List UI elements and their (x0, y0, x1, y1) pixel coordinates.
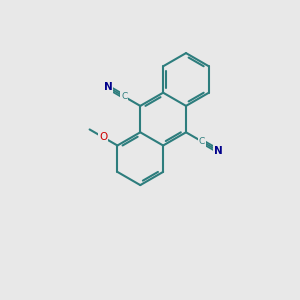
Text: O: O (99, 132, 107, 142)
Text: C: C (121, 92, 127, 101)
Text: C: C (199, 137, 205, 146)
Text: N: N (214, 146, 223, 156)
Text: N: N (104, 82, 112, 92)
